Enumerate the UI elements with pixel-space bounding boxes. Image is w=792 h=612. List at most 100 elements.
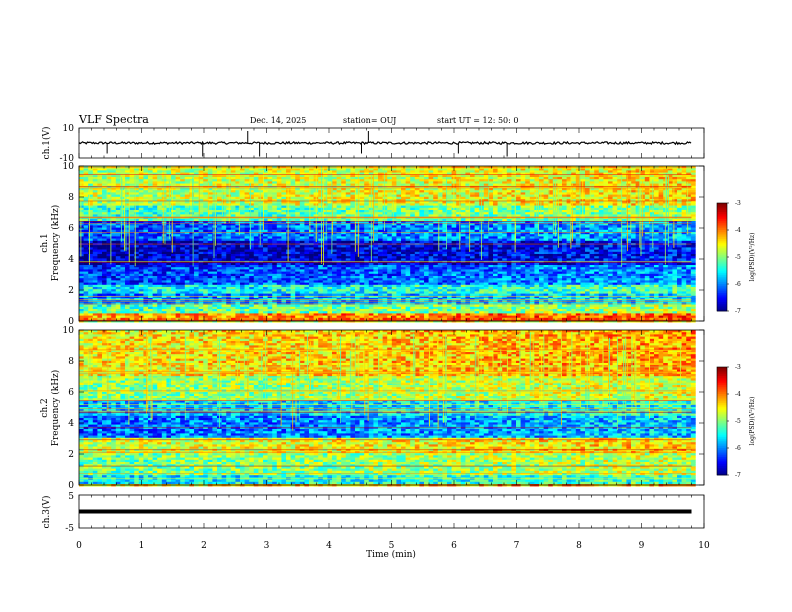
spectrogram-cell bbox=[345, 221, 351, 224]
spectrogram-cell bbox=[97, 168, 103, 171]
spectrogram-cell bbox=[212, 188, 218, 191]
spectrogram-cell bbox=[267, 192, 273, 195]
spectrogram-cell bbox=[258, 177, 264, 180]
spectrogram-cell bbox=[649, 218, 655, 222]
spectrogram-cell bbox=[240, 199, 245, 202]
spectrogram-cell bbox=[654, 185, 659, 189]
spectrogram-cell bbox=[290, 207, 296, 211]
spectrogram-cell bbox=[235, 214, 241, 217]
spectrogram-cell bbox=[272, 194, 278, 198]
spectrogram-cell bbox=[511, 203, 517, 206]
spectrogram-cell bbox=[276, 223, 282, 226]
spectrogram-cell bbox=[194, 203, 199, 206]
spectrogram-cell bbox=[391, 168, 397, 171]
spectrogram-cell bbox=[267, 221, 273, 224]
spectrogram-cell bbox=[516, 229, 521, 233]
spectrogram-cell bbox=[175, 218, 181, 222]
spectrogram-cell bbox=[152, 218, 158, 222]
spectrogram-cell bbox=[511, 196, 517, 200]
spectrogram-cell bbox=[681, 201, 687, 204]
spectrogram-cell bbox=[566, 172, 572, 176]
spectrogram-cell bbox=[111, 190, 117, 193]
spectrogram-cell bbox=[249, 218, 255, 222]
spectrogram-cell bbox=[566, 194, 572, 198]
spectrogram-cell bbox=[203, 238, 209, 242]
spectrogram-cell bbox=[506, 196, 512, 200]
spectrogram-cell bbox=[387, 205, 393, 209]
spectrogram-cell bbox=[566, 214, 572, 217]
spectrogram-cell bbox=[194, 168, 199, 171]
spectrogram-cell bbox=[258, 194, 264, 198]
spectrogram-cell bbox=[465, 196, 471, 200]
spectrogram-cell bbox=[497, 207, 503, 211]
spectrogram-cell bbox=[175, 214, 181, 217]
spectrogram-cell bbox=[115, 240, 121, 244]
spectrogram-cell bbox=[327, 194, 333, 198]
spectrogram-cell bbox=[322, 238, 328, 242]
spectrogram-cell bbox=[585, 172, 590, 176]
spectrogram-cell bbox=[336, 177, 342, 180]
spectrogram-cell bbox=[125, 170, 130, 173]
spectrogram-cell bbox=[502, 183, 508, 187]
spectrogram-cell bbox=[230, 234, 236, 237]
spectrogram-cell bbox=[672, 194, 678, 198]
spectrogram-cell bbox=[525, 205, 531, 209]
spectrogram-cell bbox=[456, 190, 462, 193]
spectrogram-cell bbox=[608, 196, 613, 200]
spectrogram-cell bbox=[387, 214, 393, 217]
spectrogram-cell bbox=[125, 181, 130, 184]
spectrogram-cell bbox=[396, 177, 402, 180]
spectrogram-cell bbox=[562, 183, 567, 187]
spectrogram-cell bbox=[115, 229, 121, 233]
spectrogram-cell bbox=[626, 190, 632, 193]
spectrogram-cell bbox=[161, 192, 167, 195]
spectrogram-cell bbox=[143, 234, 149, 237]
spectrogram-cell bbox=[566, 183, 572, 187]
spectrogram-cell bbox=[143, 236, 149, 239]
spectrogram-cell bbox=[272, 192, 278, 195]
spectrogram-cell bbox=[125, 188, 130, 191]
spectrogram-cell bbox=[557, 203, 563, 206]
spectrogram-cell bbox=[253, 201, 259, 204]
spectrogram-cell bbox=[166, 188, 172, 191]
spectrogram-cell bbox=[336, 196, 342, 200]
spectrogram-cell bbox=[635, 183, 641, 187]
spectrogram-cell bbox=[598, 170, 604, 173]
spectrogram-cell bbox=[332, 238, 337, 242]
spectrogram-cell bbox=[148, 207, 153, 211]
spectrogram-cell bbox=[410, 227, 416, 231]
spectrogram-cell bbox=[226, 245, 232, 248]
spectrogram-cell bbox=[134, 192, 140, 195]
spectrogram-cell bbox=[157, 238, 163, 242]
spectrogram-cell bbox=[506, 227, 512, 231]
spectrogram-cell bbox=[212, 223, 218, 226]
spectrogram-cell bbox=[97, 170, 103, 173]
spectrogram-cell bbox=[212, 207, 218, 211]
spectrogram-cell bbox=[152, 170, 158, 173]
spectrogram-cell bbox=[529, 203, 535, 206]
spectrogram-cell bbox=[304, 210, 310, 213]
spectrogram-cell bbox=[460, 203, 466, 206]
spectrogram-cell bbox=[410, 192, 416, 195]
spectrogram-cell bbox=[244, 179, 250, 182]
spectrogram-cell bbox=[115, 192, 121, 195]
spectrogram-cell bbox=[272, 236, 278, 239]
spectrogram-cell bbox=[327, 168, 333, 171]
spectrogram-cell bbox=[341, 190, 347, 193]
spectrogram-cell bbox=[511, 232, 517, 235]
spectrogram-cell bbox=[557, 223, 563, 226]
spectrogram-cell bbox=[230, 190, 236, 193]
spectrogram-cell bbox=[373, 236, 379, 239]
spectrogram-cell bbox=[635, 238, 641, 242]
spectrogram-cell bbox=[649, 227, 655, 231]
spectrogram-cell bbox=[497, 181, 503, 184]
spectrogram-cell bbox=[396, 168, 402, 171]
spectrogram-cell bbox=[612, 170, 618, 173]
spectrogram-cell bbox=[396, 183, 402, 187]
spectrogram-cell bbox=[552, 177, 558, 180]
spectrogram-cell bbox=[644, 172, 650, 176]
spectrogram-cell bbox=[295, 210, 301, 213]
spectrogram-cell bbox=[92, 190, 98, 193]
spectrogram-cell bbox=[272, 223, 278, 226]
spectrogram-cell bbox=[437, 210, 443, 213]
